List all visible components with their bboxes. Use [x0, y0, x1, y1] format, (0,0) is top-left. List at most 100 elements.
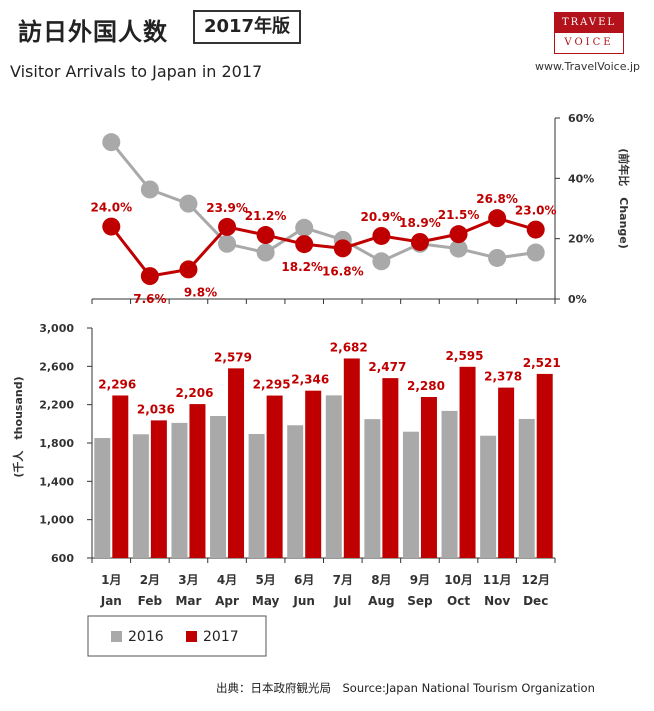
- point-2017-change: [256, 226, 275, 245]
- bar-y-axis-label: (千人 thousand): [11, 376, 25, 477]
- bar-2016: [402, 431, 419, 558]
- site-url: www.TravelVoice.jp: [535, 60, 640, 73]
- bar-y-tick-label: 1,400: [39, 475, 74, 488]
- bar-y-tick-label: 3,000: [39, 322, 74, 335]
- bar-2017: [343, 358, 360, 558]
- point-2016-change: [102, 133, 121, 152]
- data-label-2017-change: 7.6%: [133, 292, 166, 306]
- line-y-tick-label: 0%: [568, 293, 587, 306]
- bar-y-tick-label: 1,000: [39, 514, 74, 527]
- point-2017-change: [218, 217, 237, 236]
- x-tick-label-jp: 9月: [410, 573, 430, 587]
- point-2017-change: [488, 209, 507, 228]
- subtitle: Visitor Arrivals to Japan in 2017: [10, 62, 263, 81]
- point-2016-change: [218, 234, 237, 253]
- x-tick-label-jp: 2月: [140, 573, 160, 587]
- point-2016-change: [526, 243, 545, 262]
- legend: 2016 2017: [87, 615, 267, 657]
- x-tick-label-en: Apr: [215, 594, 239, 608]
- logo-text-top: TRAVEL: [555, 13, 623, 33]
- point-2017-change: [526, 220, 545, 239]
- data-label-2017-change: 16.8%: [322, 264, 364, 278]
- data-label-2017-bar: 2,036: [137, 402, 175, 416]
- travelvoice-logo: TRAVEL VOICE: [554, 12, 624, 54]
- x-tick-label-jp: 7月: [333, 573, 353, 587]
- point-2016-change: [179, 194, 198, 213]
- legend-swatch-2017: [186, 631, 197, 642]
- bar-2016: [210, 415, 227, 558]
- data-label-2017-bar: 2,595: [446, 349, 484, 363]
- x-tick-label-en: Sep: [407, 594, 433, 608]
- bar-2016: [171, 422, 188, 558]
- bar-2017: [459, 366, 476, 558]
- data-label-2017-bar: 2,521: [523, 356, 561, 370]
- bar-2016: [518, 418, 535, 558]
- legend-swatch-2016: [111, 631, 122, 642]
- bar-2017: [150, 420, 167, 558]
- point-2016-change: [372, 252, 391, 271]
- bar-2017: [305, 390, 322, 558]
- data-label-2017-bar: 2,579: [214, 350, 252, 364]
- point-2017-change: [449, 225, 468, 244]
- logo-text-bottom: VOICE: [564, 37, 614, 48]
- data-label-2017-change: 18.2%: [281, 260, 323, 274]
- bar-2017: [420, 397, 437, 558]
- bar-2017: [536, 373, 553, 558]
- bar-2016: [132, 434, 149, 558]
- x-tick-label-en: Mar: [175, 594, 201, 608]
- data-label-2017-change: 23.0%: [515, 204, 557, 218]
- source-note: 出典：日本政府観光局 Source:Japan National Tourism…: [216, 681, 595, 695]
- data-label-2017-change: 21.5%: [438, 208, 480, 222]
- x-tick-label-en: Feb: [138, 594, 163, 608]
- bar-2016: [441, 410, 458, 558]
- bar-2017: [112, 395, 129, 558]
- legend-label-2017: 2017: [203, 629, 239, 645]
- x-tick-label-jp: 12月: [521, 573, 550, 587]
- point-2017-change: [179, 260, 198, 279]
- point-2016-change: [488, 248, 507, 267]
- point-2016-change: [140, 180, 159, 199]
- data-label-2017-bar: 2,477: [368, 360, 406, 374]
- bar-2016: [480, 435, 497, 558]
- data-label-2017-change: 20.9%: [361, 210, 403, 224]
- data-label-2017-bar: 2,295: [253, 378, 291, 392]
- edition-badge: 2017年版: [193, 10, 301, 44]
- x-tick-label-en: Oct: [447, 594, 470, 608]
- x-tick-label-en: Aug: [368, 594, 394, 608]
- change-line-chart: 0% 20% 40% 60% (前年比 Change) 24.0% 7.6% 9.8% 23.9…: [90, 112, 631, 306]
- page-title: 訪日外国人数: [18, 18, 168, 46]
- bar-y-tick-label: 2,200: [39, 399, 74, 412]
- point-2017-change: [333, 239, 352, 258]
- line-y-tick-label: 20%: [568, 233, 594, 246]
- point-2017-change: [295, 235, 314, 254]
- x-tick-label-en: May: [252, 594, 280, 608]
- bar-y-tick-label: 1,800: [39, 437, 74, 450]
- x-tick-label-en: Dec: [523, 594, 548, 608]
- x-tick-label-en: Jun: [292, 594, 315, 608]
- data-label-2017-change: 9.8%: [184, 285, 217, 299]
- data-label-2017-bar: 2,682: [330, 340, 368, 354]
- x-tick-label-en: Jan: [100, 594, 122, 608]
- line-y-axis-label: (前年比 Change): [617, 148, 631, 249]
- bar-y-tick-label: 600: [51, 552, 74, 565]
- bar-2016: [94, 438, 111, 558]
- bar-y-tick-label: 2,600: [39, 360, 74, 373]
- data-label-2017-bar: 2,378: [484, 370, 522, 384]
- bar-2017: [498, 387, 515, 558]
- x-tick-label-en: Jul: [333, 594, 351, 608]
- point-2016-change: [295, 218, 314, 237]
- bar-2017: [189, 404, 206, 558]
- x-tick-label-jp: 11月: [483, 573, 512, 587]
- bar-2016: [364, 419, 381, 558]
- point-2016-change: [449, 239, 468, 258]
- x-tick-label-en: Nov: [484, 594, 510, 608]
- bar-2016: [325, 395, 342, 558]
- bar-2016: [248, 433, 265, 558]
- arrivals-bar-chart: 600 1,000 1,400 1,800 2,200 2,600 3,000 (千人 tho…: [11, 322, 561, 608]
- point-2017-change: [372, 226, 391, 245]
- bar-2016: [287, 425, 304, 558]
- point-2017-change: [102, 217, 121, 236]
- series-2016-change-line: [110, 141, 536, 263]
- point-2016-change: [256, 243, 275, 262]
